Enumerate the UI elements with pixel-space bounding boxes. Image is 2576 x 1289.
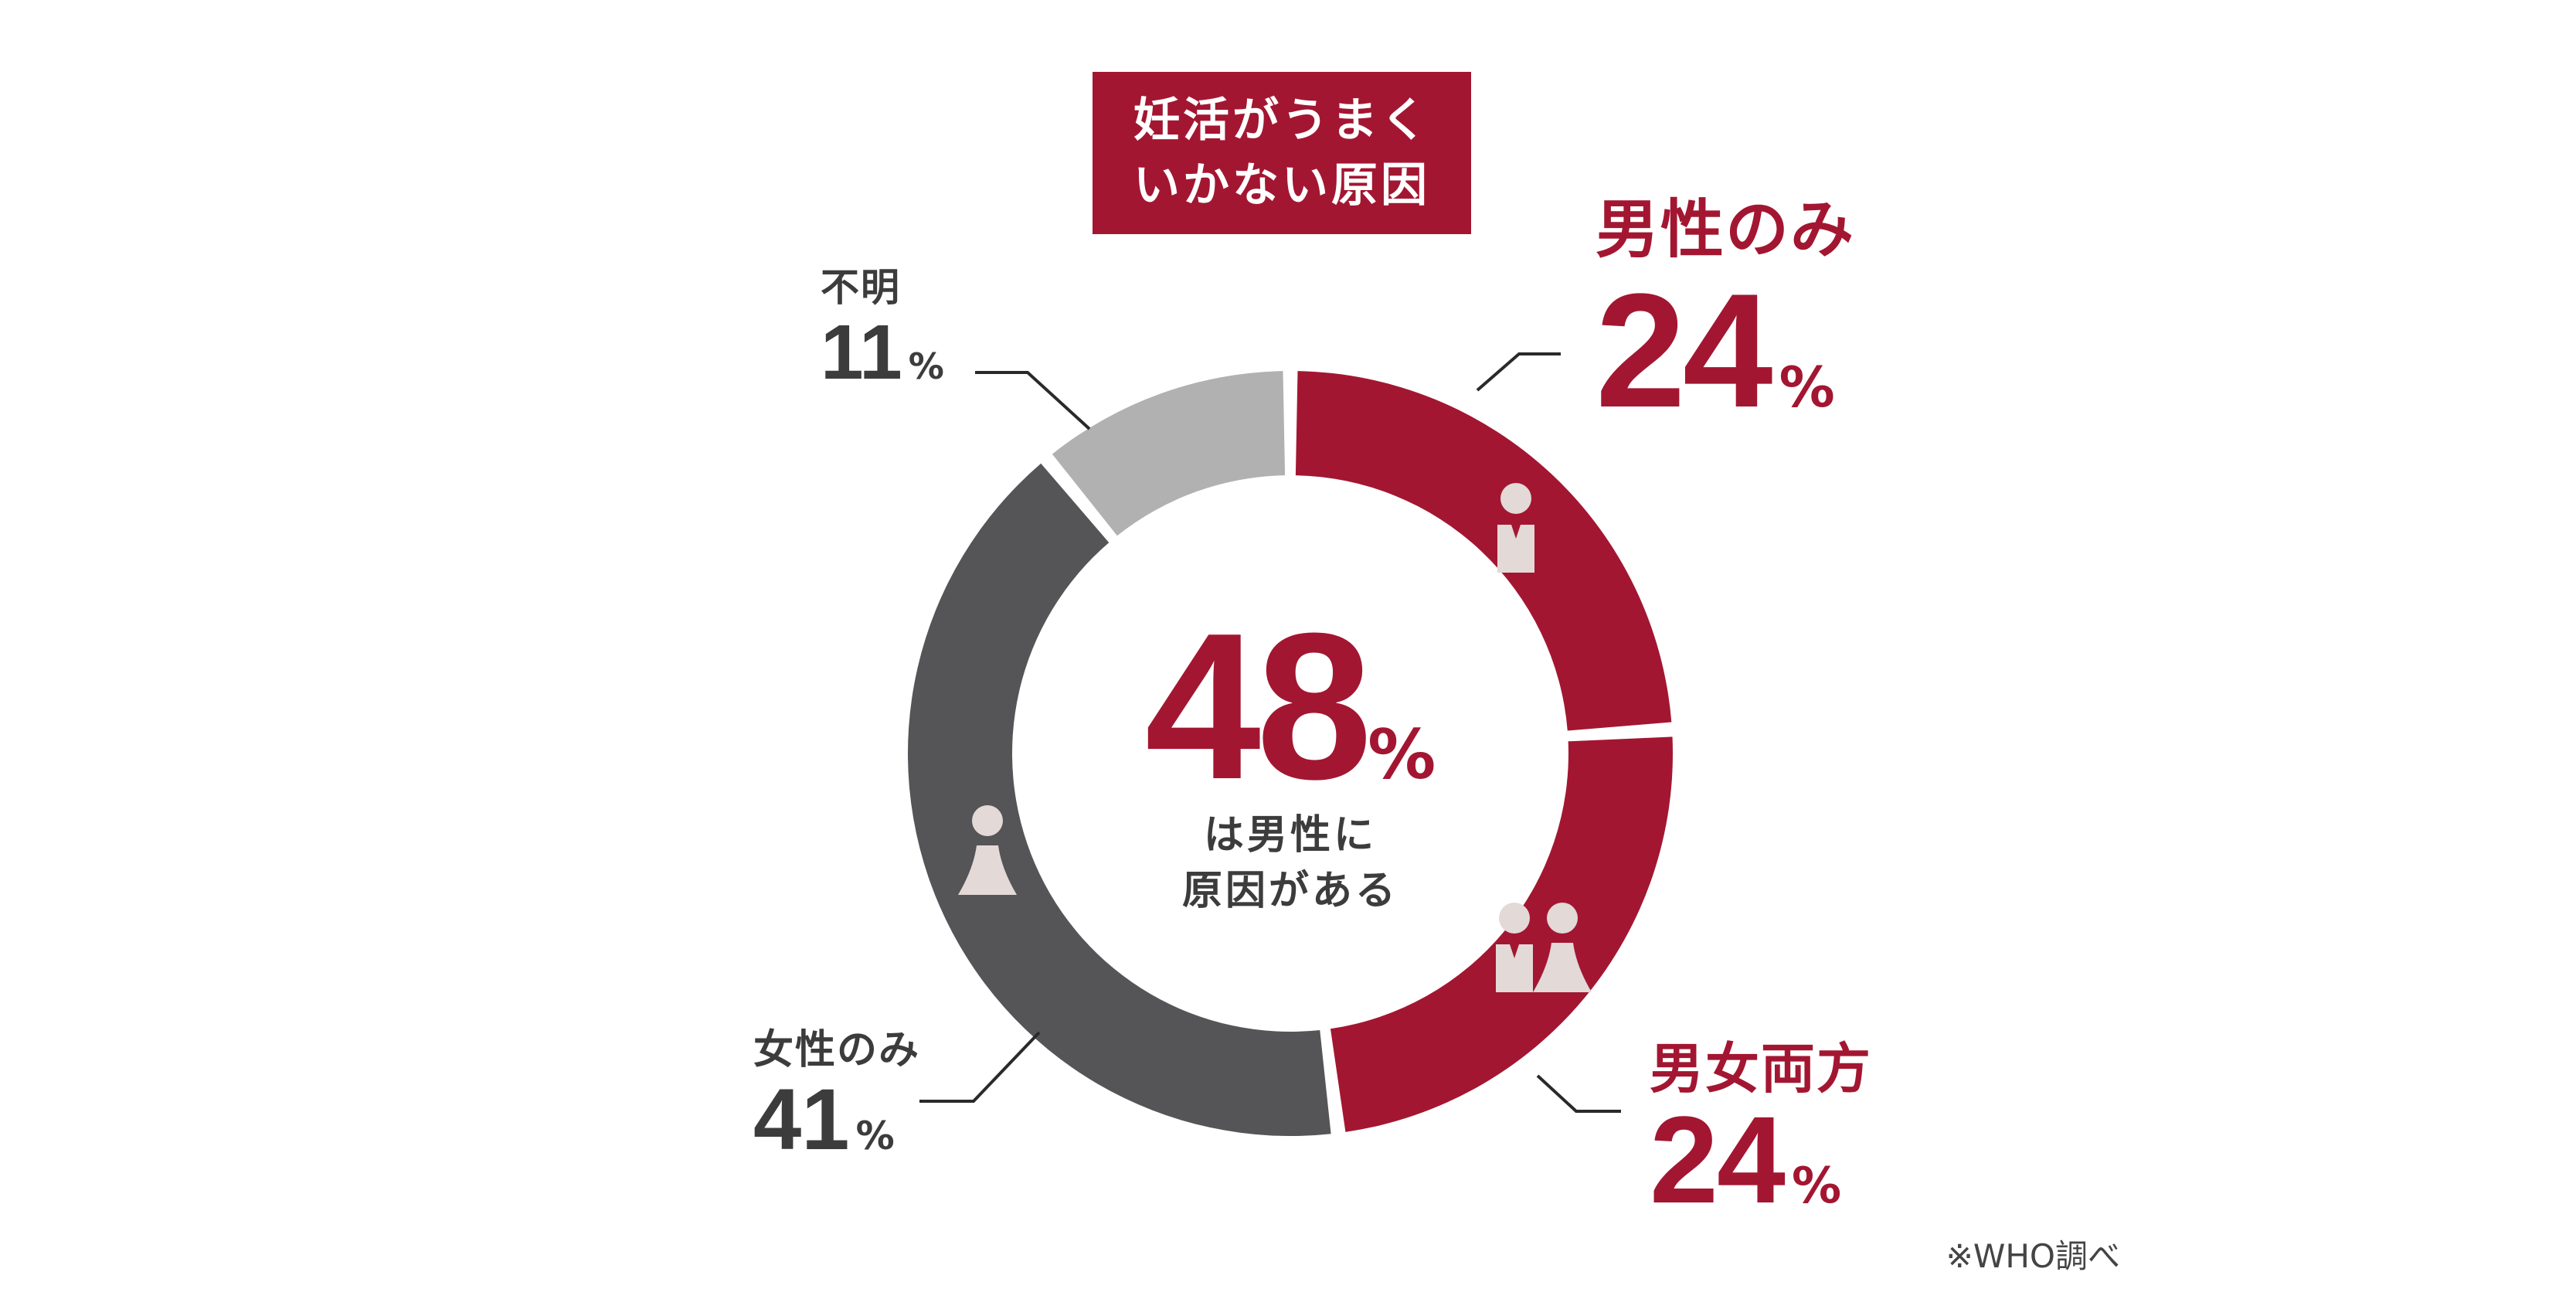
- couple-male-icon: [1496, 903, 1533, 992]
- female-only-person-icon: [958, 805, 1017, 895]
- slice-name-unknown: 不明: [821, 265, 901, 310]
- slice-unit-male-only: %: [1779, 355, 1835, 420]
- title-line-2: いかない原因: [1133, 158, 1430, 213]
- slice-name-male-only: 男性のみ: [1596, 193, 1856, 267]
- leader-line-both: [1536, 1074, 1621, 1113]
- donut-slice-both: [1330, 736, 1673, 1132]
- slice-value-both: 24: [1650, 1090, 1786, 1229]
- donut-slice-male-only: [1295, 371, 1672, 731]
- center-caption-line-2: 原因がある: [1181, 868, 1398, 914]
- donut-slice-female-only: [908, 463, 1331, 1136]
- slice-label-both: 男女両方 24%: [1650, 1036, 1872, 1222]
- donut-slice-unknown: [1052, 371, 1286, 536]
- leader-line-male-only: [1476, 352, 1561, 392]
- slice-name-both: 男女両方: [1650, 1037, 1872, 1100]
- source-note: ※WHO調べ: [1946, 1237, 2120, 1275]
- center-caption: は男性に 原因がある: [1136, 808, 1445, 919]
- title-line-1: 妊活がうまく: [1133, 94, 1430, 148]
- leader-line-unknown: [975, 371, 1091, 430]
- male-only-person-icon: [1497, 483, 1534, 573]
- center-caption-line-1: は男性に: [1203, 812, 1377, 859]
- slice-value-male-only: 24: [1596, 260, 1773, 441]
- slice-label-unknown: 不明 11%: [821, 263, 944, 393]
- slice-label-male-only: 男性のみ 24%: [1596, 192, 1856, 432]
- leader-line-female-only: [919, 1031, 1041, 1103]
- center-value-unit: %: [1368, 715, 1436, 794]
- center-value: 48%: [1113, 603, 1468, 811]
- slice-value-female-only: 41: [753, 1071, 850, 1168]
- slice-unit-unknown: %: [908, 345, 944, 387]
- slice-name-female-only: 女性のみ: [753, 1027, 921, 1073]
- slice-unit-female-only: %: [855, 1114, 895, 1158]
- slice-value-unknown: 11: [821, 309, 902, 396]
- chart-title-box: 妊活がうまく いかない原因: [1093, 72, 1471, 234]
- center-value-number: 48: [1144, 590, 1372, 823]
- slice-label-female-only: 女性のみ 41%: [753, 1024, 920, 1163]
- couple-female-icon: [1533, 903, 1592, 992]
- slice-unit-both: %: [1791, 1158, 1842, 1215]
